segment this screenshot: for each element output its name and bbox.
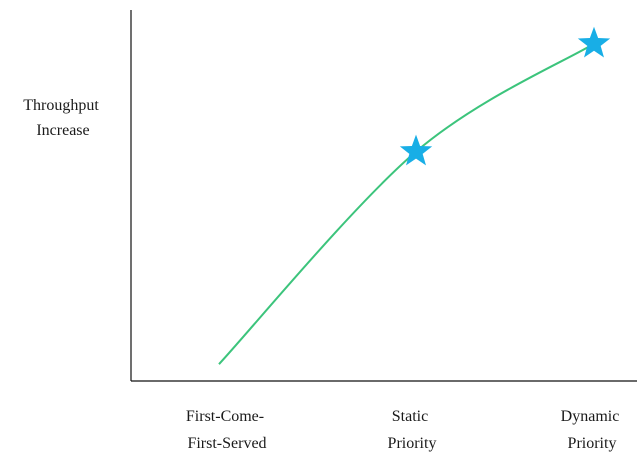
x-tick-label-static: Static Priority	[388, 408, 437, 452]
x-tick-label-dynamic-line-1: Dynamic	[561, 408, 620, 425]
series-line	[218, 42, 595, 365]
y-axis-label: Throughput Increase	[23, 97, 103, 139]
x-tick-label-dynamic-line-2: Priority	[568, 435, 617, 452]
star-marker-2	[577, 26, 611, 58]
x-tick-label-fcfs: First-Come- First-Served	[186, 408, 268, 452]
x-tick-label-fcfs-line-1: First-Come-	[186, 408, 264, 425]
star-marker-1	[399, 134, 433, 166]
x-tick-label-static-line-1: Static	[392, 408, 428, 425]
series-markers	[399, 26, 611, 166]
x-tick-label-dynamic: Dynamic Priority	[561, 408, 624, 452]
x-tick-label-fcfs-line-2: First-Served	[187, 435, 266, 452]
x-tick-label-static-line-2: Priority	[388, 435, 437, 452]
y-axis-label-line-2: Increase	[36, 122, 89, 139]
y-axis-label-line-1: Throughput	[23, 97, 99, 114]
